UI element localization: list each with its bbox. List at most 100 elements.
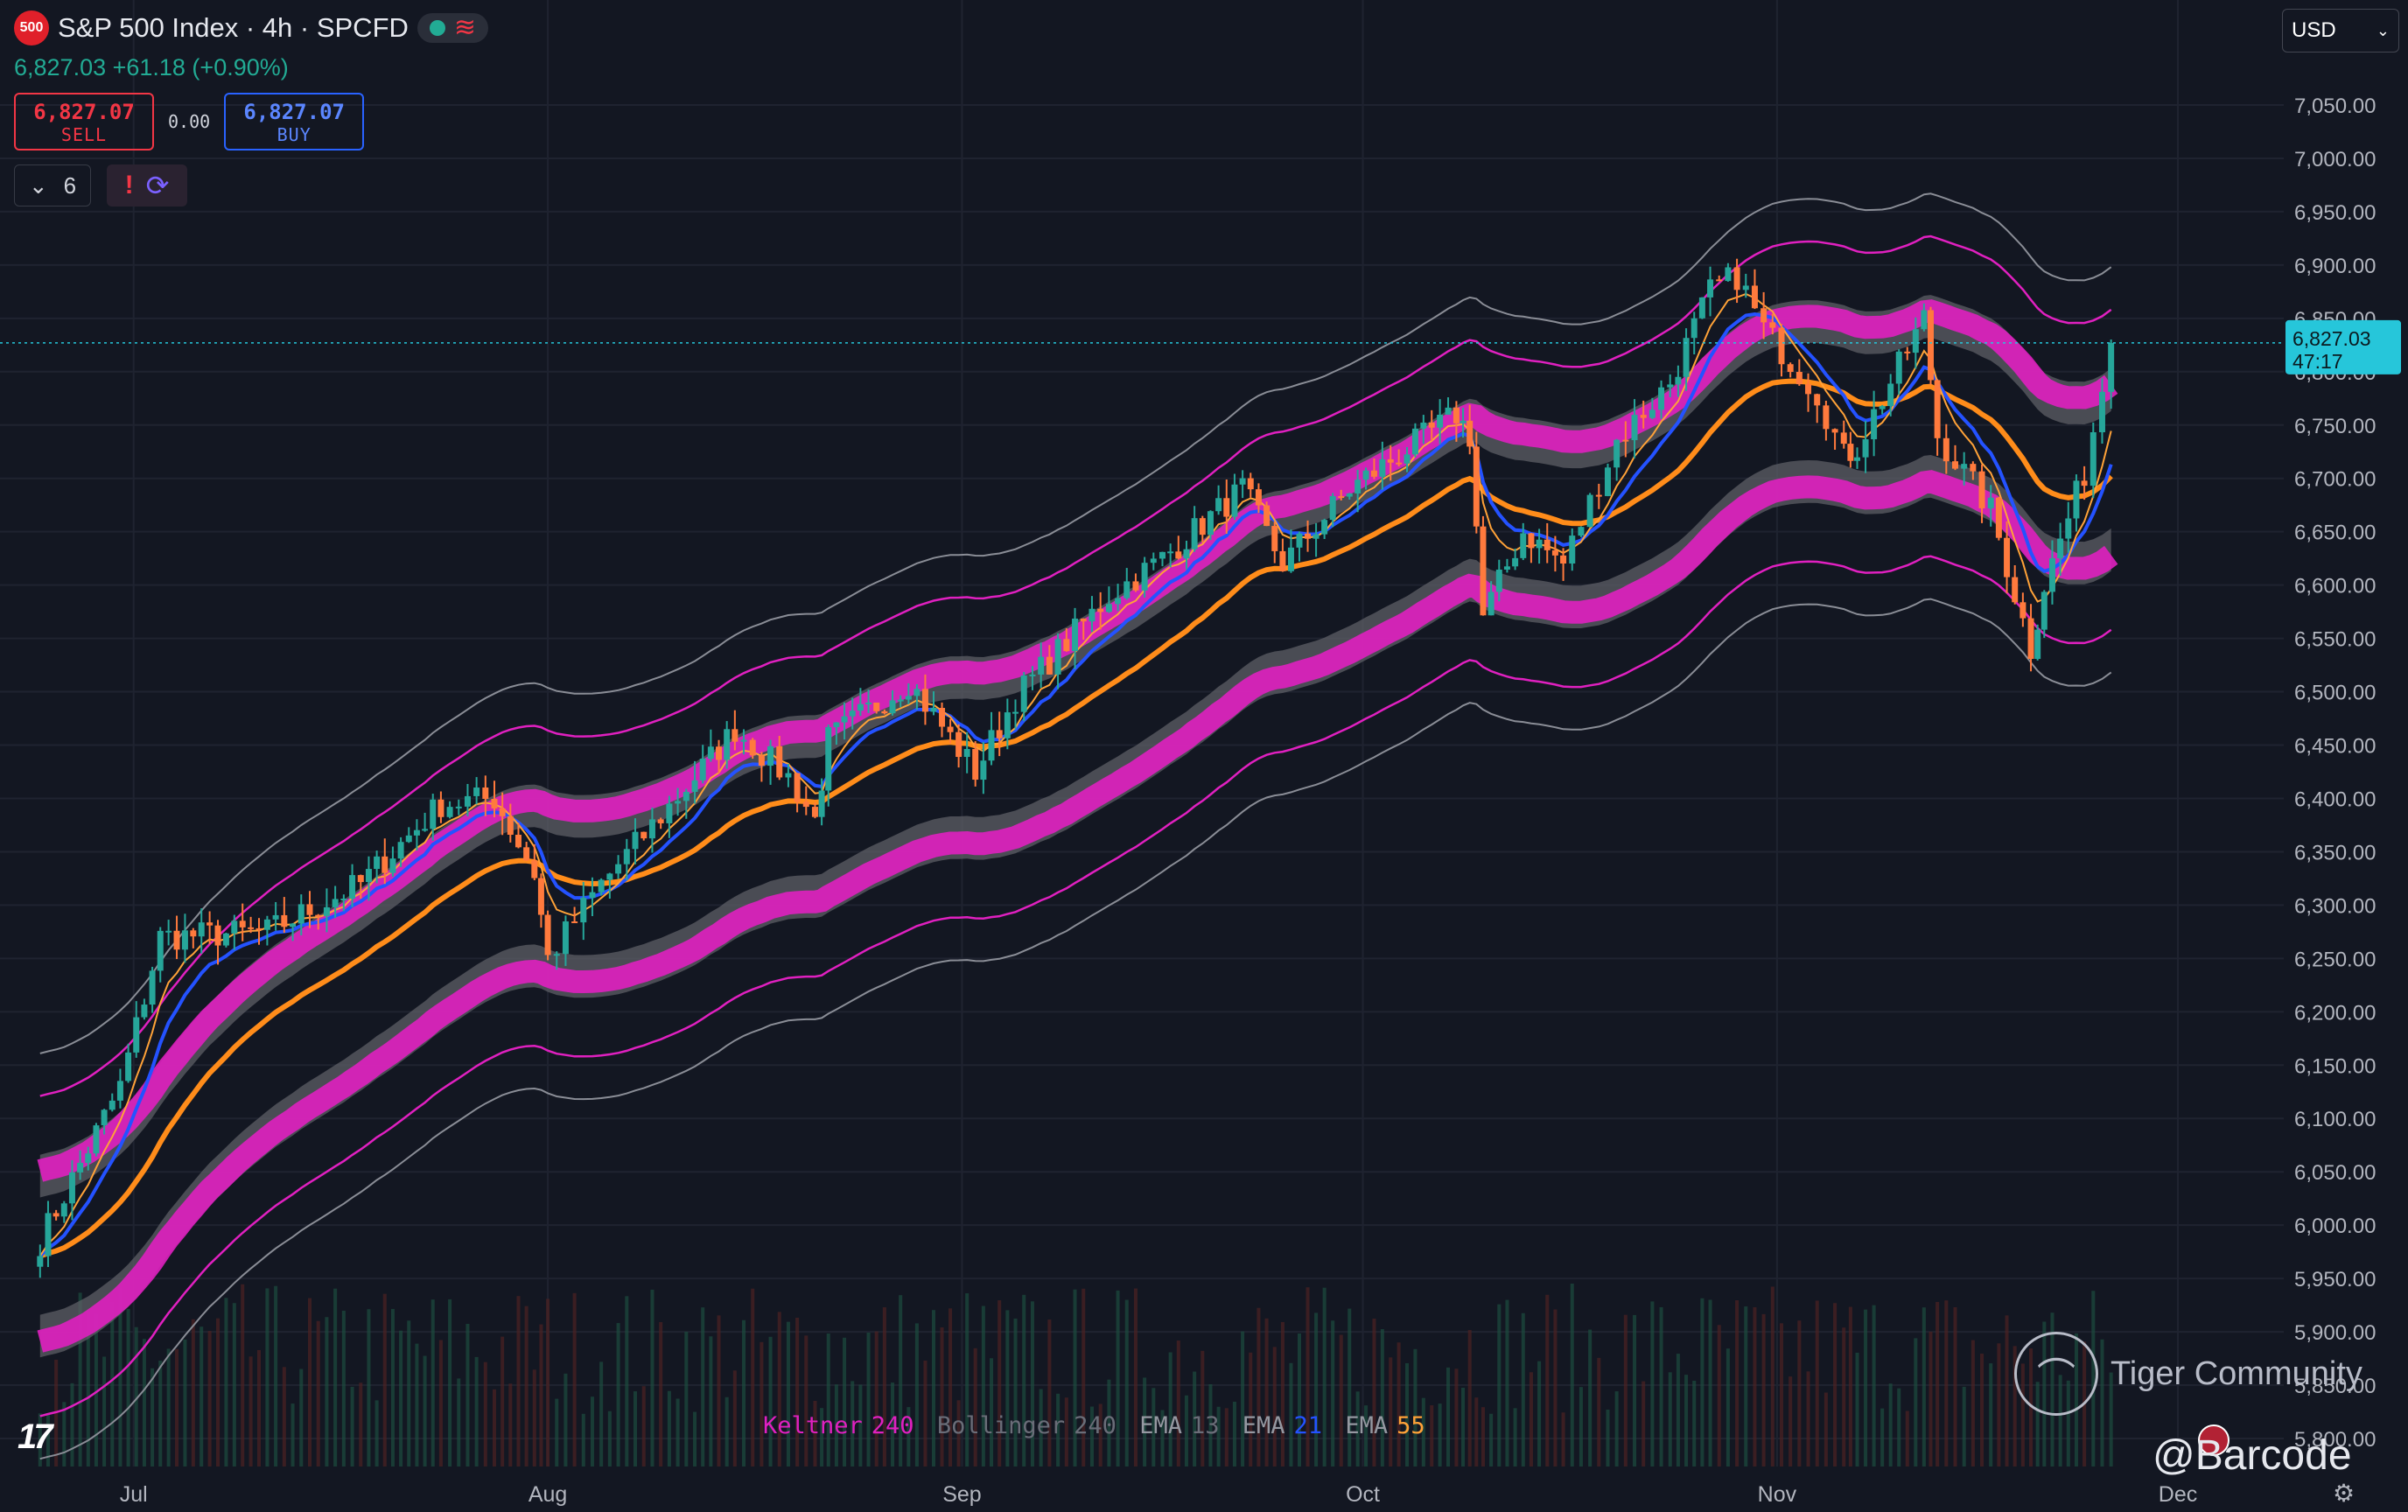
candle-body	[1716, 279, 1723, 282]
candle-body	[77, 1162, 84, 1172]
volume-bar	[732, 1370, 737, 1466]
volume-bar	[216, 1318, 220, 1466]
volume-bar	[1143, 1377, 1147, 1466]
candle-body	[699, 759, 706, 780]
volume-bar	[1339, 1334, 1343, 1466]
candle-body	[141, 1004, 148, 1018]
volume-bar	[1396, 1342, 1401, 1466]
volume-bar	[508, 1383, 513, 1466]
candle-body	[1934, 380, 1941, 438]
indicators-collapse-button[interactable]: ⌄ 6	[14, 164, 91, 206]
volume-bar	[248, 1356, 253, 1466]
candle-body	[1445, 407, 1452, 415]
candle-body	[1488, 592, 1494, 616]
candle-body	[491, 798, 498, 808]
volume-bar	[359, 1382, 363, 1466]
volume-bar	[607, 1410, 612, 1466]
candle-body	[1255, 489, 1262, 506]
candle-body	[1823, 405, 1830, 430]
candle-body	[1038, 656, 1045, 675]
candle-body	[1088, 608, 1096, 622]
y-tick-label: 6,000.00	[2294, 1214, 2376, 1238]
volume-bar	[1928, 1331, 1933, 1466]
volume-bar	[150, 1368, 155, 1466]
candle-body	[849, 710, 856, 717]
candle-body	[248, 927, 255, 929]
candle-body	[657, 819, 664, 823]
y-tick-label: 6,600.00	[2294, 575, 2376, 598]
volume-bar	[1905, 1410, 1909, 1466]
volume-bar	[882, 1307, 886, 1466]
alerts-group[interactable]: ! ⟳	[107, 164, 187, 206]
candle-body	[2040, 592, 2048, 630]
candle-body	[1648, 410, 1656, 418]
candle-body	[1115, 598, 1122, 605]
candle-body	[52, 1213, 60, 1217]
volume-bar	[38, 1413, 42, 1466]
settings-icon[interactable]: ⚙	[2333, 1480, 2356, 1507]
candle-body	[544, 914, 551, 956]
volume-bar	[1597, 1357, 1601, 1466]
candle-body	[732, 729, 738, 742]
candle-body	[2027, 618, 2034, 660]
symbol-title[interactable]: S&P 500 Index · 4h · SPCFD	[58, 12, 409, 43]
volume-bar	[1744, 1306, 1748, 1466]
sync-icon[interactable]: ⟳	[145, 170, 170, 201]
candle-body	[598, 879, 605, 892]
sell-button[interactable]: 6,827.07 SELL	[14, 93, 154, 150]
candle-body	[1595, 494, 1602, 497]
candle-body	[897, 699, 904, 702]
candle-body	[1854, 457, 1861, 461]
keltner-outer-lower	[39, 555, 2112, 1418]
volume-bar	[374, 1400, 379, 1466]
candle-body	[1305, 533, 1312, 539]
candle-body	[1466, 420, 1474, 447]
candle-body	[1271, 526, 1278, 551]
candle-body	[675, 801, 682, 804]
tradingview-logo[interactable]: 17	[18, 1418, 52, 1456]
candle-body	[1411, 428, 1418, 455]
candle-body	[1460, 420, 1466, 424]
candle-body	[758, 755, 765, 766]
volume-bar	[914, 1323, 919, 1466]
volume-bar	[350, 1386, 354, 1466]
candle-body	[1338, 496, 1345, 499]
volume-bar	[1770, 1286, 1774, 1466]
candle-body	[206, 922, 214, 926]
chevron-down-icon: ⌄	[2376, 21, 2390, 39]
volume-bar	[1980, 1354, 1984, 1466]
candle-body	[1895, 351, 1902, 384]
currency-label: USD	[2292, 18, 2336, 42]
candle-body	[794, 773, 801, 802]
volume-bar	[1013, 1318, 1018, 1466]
candle-body	[1473, 446, 1480, 527]
volume-bar	[1241, 1331, 1245, 1466]
buy-button[interactable]: 6,827.07 BUY	[224, 93, 365, 150]
volume-bar	[1089, 1406, 1094, 1466]
candle-body	[1569, 536, 1576, 564]
volume-bar	[1355, 1391, 1360, 1466]
candle-body	[833, 722, 840, 728]
indicator-legend[interactable]: Keltner 240 Bollinger 240 EMA 13 EMA 21 EMA 5…	[763, 1412, 1434, 1439]
volume-bar	[1152, 1388, 1156, 1466]
warning-icon[interactable]: !	[124, 171, 134, 200]
candle-body	[1279, 550, 1286, 571]
volume-bar	[532, 1369, 536, 1466]
market-status-pill[interactable]: ≋	[416, 13, 489, 43]
currency-select[interactable]: USD ⌄	[2282, 9, 2399, 52]
volume-bar	[709, 1336, 713, 1466]
candle-body	[2065, 518, 2072, 539]
candle-body	[85, 1153, 92, 1163]
candle-body	[1742, 285, 1749, 290]
candle-body	[740, 739, 747, 742]
volume-bar	[1606, 1410, 1610, 1466]
volume-bar	[777, 1312, 781, 1466]
candle-body	[1132, 581, 1139, 591]
candle-body	[841, 716, 848, 723]
volume-bar	[843, 1337, 847, 1466]
volume-bar	[866, 1332, 871, 1466]
volume-bar	[1726, 1348, 1730, 1466]
candle-body	[382, 856, 388, 873]
candle-body	[996, 730, 1003, 738]
